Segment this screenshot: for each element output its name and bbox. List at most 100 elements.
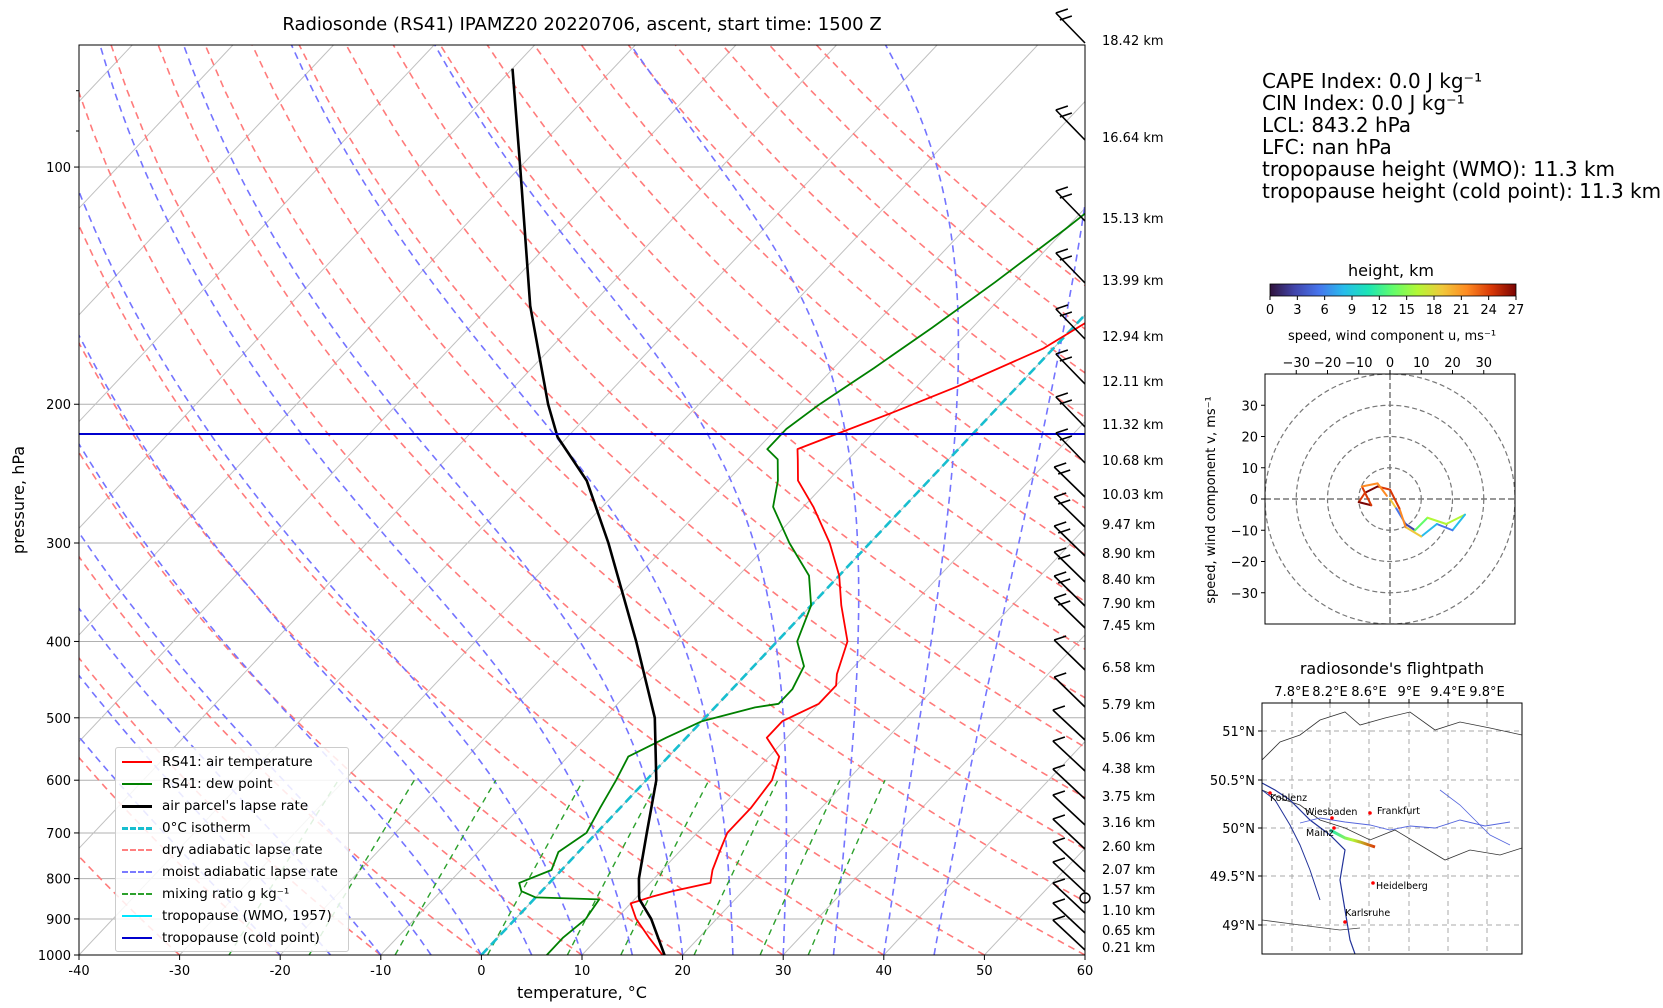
moist-adiabat-line bbox=[182, 45, 684, 955]
barb-shaft bbox=[1055, 12, 1086, 44]
barb-shaft bbox=[1055, 432, 1086, 464]
height-label: 0.21 km bbox=[1102, 941, 1155, 956]
wind-barb bbox=[1052, 764, 1086, 800]
dry-adiabat-line bbox=[251, 45, 1085, 850]
moist-adiabat-line bbox=[290, 45, 734, 955]
legend-label: tropopause (WMO, 1957) bbox=[162, 908, 332, 924]
skewt-x-ticks: -40 -30 -20 -10 0 10 20 30 40 50 60 bbox=[68, 955, 1093, 979]
height-label: 18.42 km bbox=[1102, 34, 1164, 49]
legend-label: mixing ratio g kg⁻¹ bbox=[162, 886, 290, 902]
dry-adiabat-line bbox=[392, 45, 1085, 699]
height-label: 10.68 km bbox=[1102, 454, 1164, 469]
barb-flag bbox=[1053, 462, 1067, 468]
city-marker bbox=[1343, 920, 1347, 924]
isotherm-line bbox=[581, 420, 1085, 955]
skewt-y-ticks: 100 200 300 400 500 600 700 800 900 1000 bbox=[38, 90, 79, 964]
map-river bbox=[1262, 782, 1356, 954]
legend-item: RS41: air temperature bbox=[122, 752, 313, 772]
y-tick-label: 900 bbox=[46, 913, 71, 928]
skewt-curves bbox=[79, 45, 1085, 955]
skewt-y-axis-label: pressure, hPa bbox=[9, 446, 28, 554]
barb-flag bbox=[1052, 878, 1066, 884]
isotherm-line bbox=[279, 100, 1085, 955]
height-label: 15.13 km bbox=[1102, 212, 1164, 227]
legend-item: air parcel's lapse rate bbox=[122, 796, 308, 816]
wind-barb bbox=[1055, 392, 1086, 428]
isotherm-line bbox=[682, 527, 1085, 955]
hodograph-segment bbox=[1451, 513, 1466, 532]
barb-shaft bbox=[1053, 496, 1086, 528]
dry-adiabat-line bbox=[298, 45, 1085, 799]
tropopause-cold-point: tropopause height (cold point): 11.3 km bbox=[1262, 179, 1662, 203]
hodograph-x-label: speed, wind component u, ms⁻¹ bbox=[1288, 329, 1496, 344]
hodo-x-tick-label: −10 bbox=[1345, 356, 1372, 371]
isotherm-line bbox=[79, 45, 536, 529]
x-tick-label: 20 bbox=[674, 964, 691, 979]
legend-item: RS41: dew point bbox=[122, 774, 273, 794]
barb-flag bbox=[1052, 790, 1066, 796]
wind-barb bbox=[1052, 898, 1086, 934]
hodo-y-tick-label: 20 bbox=[1241, 431, 1258, 446]
dry-adiabat-line bbox=[110, 45, 985, 955]
legend-swatch bbox=[122, 761, 152, 763]
barb-flag bbox=[1052, 857, 1066, 863]
isotherm-line bbox=[79, 45, 636, 636]
moist-adiabat-line bbox=[434, 45, 788, 955]
height-label: 5.06 km bbox=[1102, 731, 1155, 746]
barb-flag bbox=[1057, 469, 1071, 475]
parcel-lapse-rate-line bbox=[511, 68, 666, 955]
height-label: 4.38 km bbox=[1102, 762, 1155, 777]
dry-adiabat-line bbox=[204, 45, 1085, 903]
legend-label: RS41: dew point bbox=[162, 776, 273, 792]
height-label: 7.90 km bbox=[1102, 597, 1155, 612]
barb-flag bbox=[1055, 349, 1069, 355]
barb-flag bbox=[1057, 499, 1071, 505]
barb-shaft bbox=[1055, 190, 1086, 222]
city-label: Frankfurt bbox=[1377, 806, 1420, 817]
cape-index: CAPE Index: 0.0 J kg⁻¹ bbox=[1262, 69, 1483, 93]
wind-barb bbox=[1052, 814, 1086, 850]
moist-adiabat-line bbox=[630, 45, 860, 955]
dew-point-line bbox=[518, 212, 1085, 955]
hodograph-segment bbox=[1426, 516, 1448, 525]
colorbar-tick-label: 18 bbox=[1426, 303, 1443, 318]
isotherm-line bbox=[883, 740, 1085, 955]
moist-adiabat-line bbox=[99, 45, 634, 955]
lcl-value: LCL: 843.2 hPa bbox=[1262, 113, 1412, 137]
barb-shaft bbox=[1052, 709, 1086, 741]
skewt-x-axis-label: temperature, °C bbox=[517, 983, 647, 1002]
barb-shaft bbox=[1052, 794, 1086, 826]
city-label: Mainz bbox=[1306, 828, 1334, 839]
barb-flag bbox=[1055, 304, 1069, 310]
barb-flag bbox=[1053, 547, 1067, 553]
barb-flag bbox=[1059, 356, 1073, 362]
lfc-value: LFC: nan hPa bbox=[1262, 135, 1392, 159]
y-tick-label: 800 bbox=[46, 873, 71, 888]
map-lat-label: 49.5°N bbox=[1210, 870, 1255, 885]
height-label: 12.94 km bbox=[1102, 330, 1164, 345]
legend-item: 0°C isotherm bbox=[122, 818, 251, 838]
air-temperature-line bbox=[629, 322, 1085, 955]
barb-flag bbox=[1055, 8, 1069, 14]
mixing-ratio-line bbox=[394, 779, 497, 955]
height-label: 12.11 km bbox=[1102, 375, 1164, 390]
barb-flag bbox=[1052, 814, 1066, 820]
x-tick-label: -20 bbox=[270, 964, 291, 979]
dry-adiabat-line bbox=[627, 45, 1085, 464]
barb-flag bbox=[1053, 571, 1067, 577]
wind-barb bbox=[1055, 349, 1086, 385]
hodograph-segment bbox=[1404, 523, 1416, 532]
mixing-ratio-line bbox=[486, 779, 584, 955]
map-lon-label: 7.8°E bbox=[1274, 685, 1309, 700]
hodograph-segment bbox=[1360, 482, 1379, 488]
wind-barbs bbox=[1052, 8, 1091, 951]
map-lat-label: 50°N bbox=[1222, 822, 1255, 837]
hodograph-segment bbox=[1420, 523, 1438, 538]
legend-item: moist adiabatic lapse rate bbox=[122, 862, 338, 882]
hodo-x-tick-label: 0 bbox=[1386, 356, 1394, 371]
hodograph-plot bbox=[1265, 374, 1515, 624]
hodo-y-tick-label: −20 bbox=[1231, 556, 1258, 571]
barb-shaft bbox=[1055, 109, 1086, 141]
x-tick-label: 10 bbox=[574, 964, 591, 979]
moist-adiabat-line bbox=[79, 333, 533, 955]
